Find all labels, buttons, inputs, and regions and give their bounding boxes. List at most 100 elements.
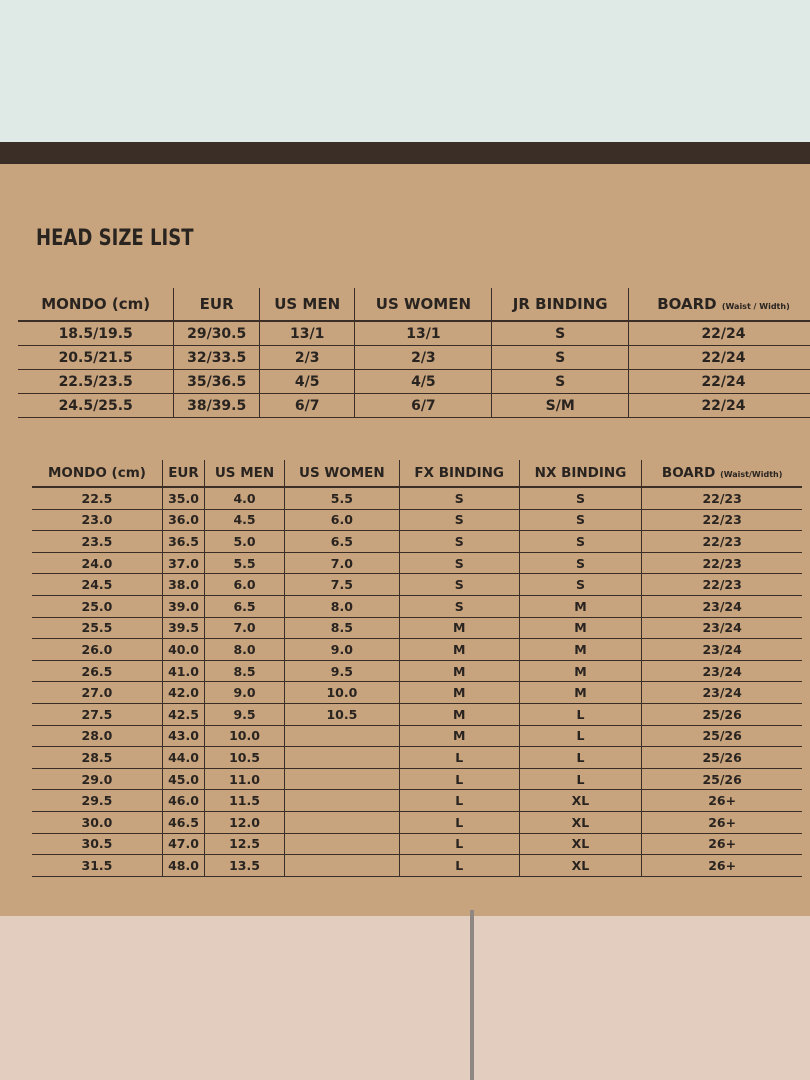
table-cell: 25.0 [32,595,163,618]
table-cell: 18.5/19.5 [18,321,174,346]
table-cell: 24.5/25.5 [18,393,174,418]
table-row: 27.0 42.0 9.0 10.0 M M 23/24 [32,681,802,704]
table-row: 24.5/25.5 38/39.5 6/7 6/7 S/M 22/24 [18,393,810,418]
table-cell: S [518,509,642,532]
size-table-adult: MONDO (cm) EUR US MEN US WOMEN FX BINDING NX … [32,460,802,877]
table-cell: L [518,768,642,791]
table-cell: 41.0 [161,660,205,683]
table-row: 30.0 46.5 12.0 L XL 26+ [32,811,802,834]
empty-cell [283,833,400,856]
table-cell: 31.5 [32,854,163,877]
column-header: BOARD (Waist / Width) [627,288,810,322]
table-cell: 6.5 [204,595,285,618]
table-cell: 22/24 [627,393,810,418]
table-cell: 10.0 [204,725,285,748]
table-cell: 36.5 [161,530,205,553]
table-cell: L [398,768,520,791]
table-row: 23.0 36.0 4.5 6.0 S S 22/23 [32,509,802,532]
table-cell: 28.5 [32,746,163,769]
header-sub: (Waist/Width) [720,470,783,479]
table-cell: 22/23 [641,509,802,532]
table-cell: 22/24 [627,321,810,346]
table-cell: M [398,681,520,704]
table-row: 27.5 42.5 9.5 10.5 M L 25/26 [32,703,802,726]
table-cell: 32/33.5 [173,345,260,370]
table-cell: 25/26 [641,725,802,748]
table-cell: 23/24 [641,595,802,618]
table-cell: 23/24 [641,681,802,704]
table-cell: 25/26 [641,746,802,769]
table-cell: 26+ [641,833,802,856]
table-cell: 46.5 [161,811,205,834]
table-cell: S [398,595,520,618]
column-header: US MEN [258,288,355,322]
table-cell: 6.5 [283,530,400,553]
table-cell: 11.5 [204,789,285,812]
table-cell: 37.0 [161,552,205,575]
table-cell: 22/24 [627,369,810,394]
table-cell: 27.0 [32,681,163,704]
tile-line [470,910,474,1080]
table-cell: 20.5/21.5 [18,345,174,370]
table-cell: 23.5 [32,530,163,553]
table-cell: 22.5 [32,487,163,510]
table-cell: XL [518,811,642,834]
size-table-junior: MONDO (cm) EUR US MEN US WOMEN JR BINDING BOA… [18,288,810,418]
table-cell: 11.0 [204,768,285,791]
table-cell: 35/36.5 [173,369,260,394]
table-cell: 10.0 [283,681,400,704]
table-cell: 12.5 [204,833,285,856]
table-cell: 25/26 [641,768,802,791]
table-cell: 22/24 [627,345,810,370]
table-cell: L [398,833,520,856]
table-cell: 4/5 [354,369,492,394]
table-cell: 43.0 [161,725,205,748]
table-cell: 6/7 [258,393,355,418]
table-row: 26.0 40.0 8.0 9.0 M M 23/24 [32,638,802,661]
table-cell: 10.5 [204,746,285,769]
table-cell: 25/26 [641,703,802,726]
table-cell: 13/1 [354,321,492,346]
table-cell: 29.0 [32,768,163,791]
table-row: 25.5 39.5 7.0 8.5 M M 23/24 [32,617,802,640]
table-cell: 6.0 [283,509,400,532]
column-header: JR BINDING [491,288,629,322]
table-cell: 7.0 [204,617,285,640]
table-cell: 23/24 [641,638,802,661]
table-row: 24.0 37.0 5.5 7.0 S S 22/23 [32,552,802,575]
table-cell: 42.0 [161,681,205,704]
table-row: 28.0 43.0 10.0 M L 25/26 [32,725,802,748]
table-cell: M [398,660,520,683]
table-cell: 48.0 [161,854,205,877]
column-header: FX BINDING [398,460,520,488]
table-cell: 44.0 [161,746,205,769]
table-cell: 38/39.5 [173,393,260,418]
empty-cell [283,746,400,769]
table-cell: 9.5 [204,703,285,726]
table-row: 20.5/21.5 32/33.5 2/3 2/3 S 22/24 [18,345,810,370]
empty-cell [283,811,400,834]
table-cell: S [398,552,520,575]
table-row: 22.5 35.0 4.0 5.5 S S 22/23 [32,487,802,510]
column-header: BOARD (Waist/Width) [641,460,802,488]
table-cell: 13/1 [258,321,355,346]
table-cell: L [518,703,642,726]
table-cell: L [398,789,520,812]
column-header: NX BINDING [518,460,642,488]
empty-cell [283,768,400,791]
table-cell: 30.5 [32,833,163,856]
table-cell: 22/23 [641,530,802,553]
column-header: US MEN [204,460,285,488]
table-cell: L [398,811,520,834]
table-row: 23.5 36.5 5.0 6.5 S S 22/23 [32,530,802,553]
table-cell: 22/23 [641,552,802,575]
table-cell: S [398,530,520,553]
table-cell: 47.0 [161,833,205,856]
header-main: BOARD [657,295,717,313]
table-cell: L [518,725,642,748]
table-cell: 29/30.5 [173,321,260,346]
table-cell: 2/3 [258,345,355,370]
table-cell: 4.0 [204,487,285,510]
table-cell: 36.0 [161,509,205,532]
